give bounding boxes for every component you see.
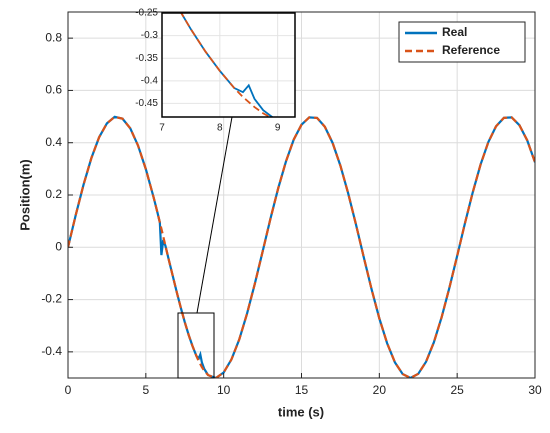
inset-box bbox=[161, 12, 296, 118]
legend-box bbox=[398, 21, 526, 63]
inset-y-tick-label: -0.3 bbox=[141, 30, 159, 41]
inset-x-tick-label: 7 bbox=[159, 123, 165, 134]
x-tick-label: 5 bbox=[142, 383, 149, 397]
inset-y-tick-label: -0.25 bbox=[135, 8, 158, 19]
legend: Real Reference bbox=[398, 21, 526, 63]
legend-label: Real bbox=[442, 25, 467, 39]
legend-label: Reference bbox=[442, 43, 500, 57]
y-tick-label: -0.2 bbox=[41, 292, 62, 306]
series-line bbox=[68, 115, 535, 378]
y-axis-label: Position(m) bbox=[17, 159, 32, 231]
inset-y-tick-label: -0.45 bbox=[135, 98, 158, 109]
y-tick-label: 0.2 bbox=[45, 187, 62, 201]
x-tick-label: 15 bbox=[295, 383, 309, 397]
x-tick-label: 25 bbox=[450, 383, 464, 397]
inset-x-tick-label: 8 bbox=[217, 123, 223, 134]
x-tick-label: 10 bbox=[217, 383, 231, 397]
y-tick-label: -0.4 bbox=[41, 344, 62, 358]
x-tick-label: 0 bbox=[65, 383, 72, 397]
inset-y-tick-label: -0.35 bbox=[135, 53, 158, 64]
y-tick-label: 0.6 bbox=[45, 83, 62, 97]
inset-x-tick-label: 9 bbox=[275, 123, 281, 134]
zoom-box bbox=[177, 312, 215, 379]
x-tick-label: 20 bbox=[373, 383, 387, 397]
plot-lines bbox=[68, 115, 535, 378]
y-tick-label: 0.8 bbox=[45, 30, 62, 44]
inset-bg bbox=[162, 13, 295, 117]
x-axis-label: time (s) bbox=[278, 404, 324, 419]
x-tick-label: 30 bbox=[528, 383, 542, 397]
zoom-connector bbox=[196, 116, 233, 314]
y-tick-label: 0 bbox=[55, 239, 62, 253]
y-tick-label: 0.4 bbox=[45, 135, 62, 149]
inset-y-tick-label: -0.4 bbox=[141, 75, 159, 86]
